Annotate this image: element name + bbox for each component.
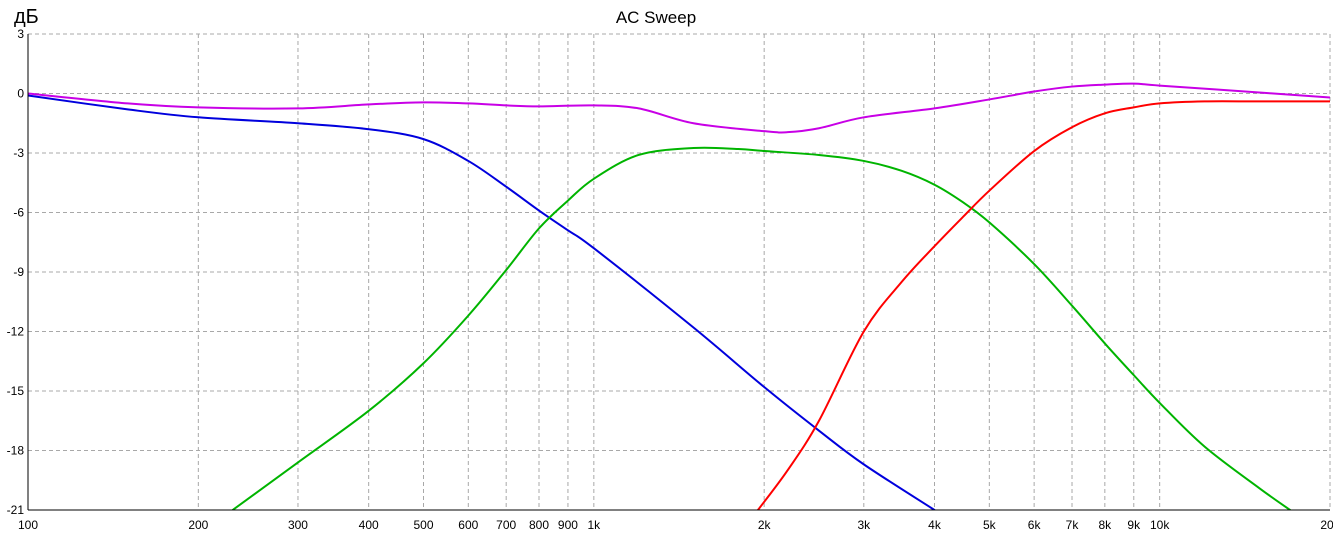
axes xyxy=(27,34,1330,511)
x-tick-label: 3k xyxy=(857,518,871,532)
x-tick-label: 800 xyxy=(529,518,549,532)
x-tick-label: 200 xyxy=(188,518,208,532)
y-tick-label: -18 xyxy=(7,444,25,458)
x-tick-label: 900 xyxy=(558,518,578,532)
x-tick-label: 20k xyxy=(1320,518,1333,532)
series-line-4 xyxy=(28,82,1330,134)
x-tick-label: 7k xyxy=(1066,518,1080,532)
x-tick-labels: 100 200 300 400 500 600 700 800 900 1k 2k 3k 4k 5k 6k 7… xyxy=(18,518,1333,532)
y-tick-label: -3 xyxy=(13,146,24,160)
y-tick-label: -21 xyxy=(7,503,25,517)
y-tick-label: -15 xyxy=(7,384,25,398)
x-tick-label: 2k xyxy=(758,518,772,532)
y-tick-label: -9 xyxy=(13,265,24,279)
x-tick-label: 600 xyxy=(458,518,478,532)
series-line-2 xyxy=(231,146,1292,510)
x-tick-label: 300 xyxy=(288,518,308,532)
x-tick-label: 5k xyxy=(983,518,997,532)
x-tick-label: 700 xyxy=(496,518,516,532)
series-line-3 xyxy=(756,100,1330,510)
x-tick-label: 100 xyxy=(18,518,38,532)
x-tick-label: 1k xyxy=(587,518,601,532)
y-unit-label: дБ xyxy=(14,6,39,28)
grid-lines xyxy=(28,33,1331,510)
series-group xyxy=(28,82,1330,510)
x-tick-label: 8k xyxy=(1098,518,1112,532)
x-tick-label: 9k xyxy=(1127,518,1141,532)
y-tick-labels: 3 0 -3 -6 -9 -12 -15 -18 -21 xyxy=(7,27,25,517)
chart-title: AC Sweep xyxy=(616,8,696,27)
y-tick-label: 0 xyxy=(17,87,24,101)
y-tick-label: -12 xyxy=(7,325,25,339)
x-tick-label: 400 xyxy=(359,518,379,532)
y-tick-label: 3 xyxy=(17,27,24,41)
x-tick-label: 4k xyxy=(928,518,942,532)
series-line-1 xyxy=(28,94,936,510)
x-tick-label: 6k xyxy=(1028,518,1042,532)
x-tick-label: 500 xyxy=(413,518,433,532)
y-tick-label: -6 xyxy=(13,206,24,220)
x-tick-label: 10k xyxy=(1150,518,1170,532)
